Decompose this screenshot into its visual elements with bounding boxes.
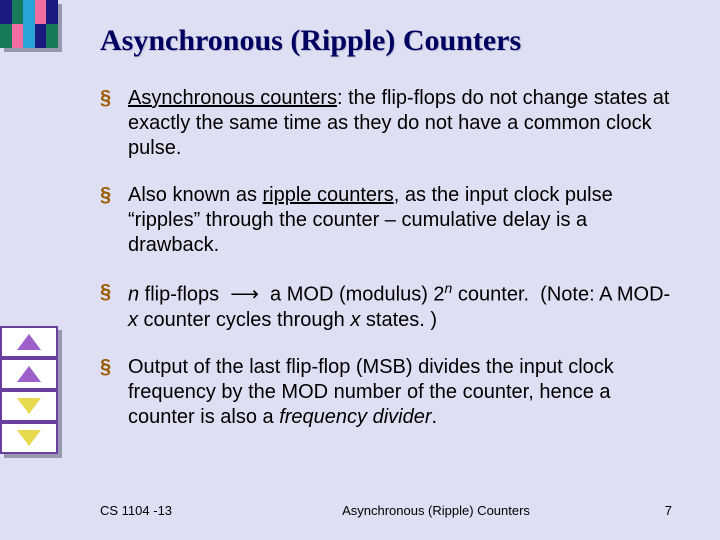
footer-slide-title: Asynchronous (Ripple) Counters [240,503,632,518]
slide: Asynchronous (Ripple) Counters Asynchron… [0,0,720,540]
footer-page-number: 7 [632,503,672,518]
bullet-item: Output of the last flip-flop (MSB) divid… [100,355,672,430]
slide-title: Asynchronous (Ripple) Counters [100,24,672,58]
bullet-item: Also known as ripple counters, as the in… [100,183,672,258]
bullet-item: n flip-flops ⟶ a MOD (modulus) 2n counte… [100,280,672,333]
footer: CS 1104 -13 Asynchronous (Ripple) Counte… [100,503,672,518]
bullet-list: Asynchronous counters: the flip-flops do… [100,86,672,430]
footer-course-code: CS 1104 -13 [100,503,240,518]
bullet-item: Asynchronous counters: the flip-flops do… [100,86,672,161]
